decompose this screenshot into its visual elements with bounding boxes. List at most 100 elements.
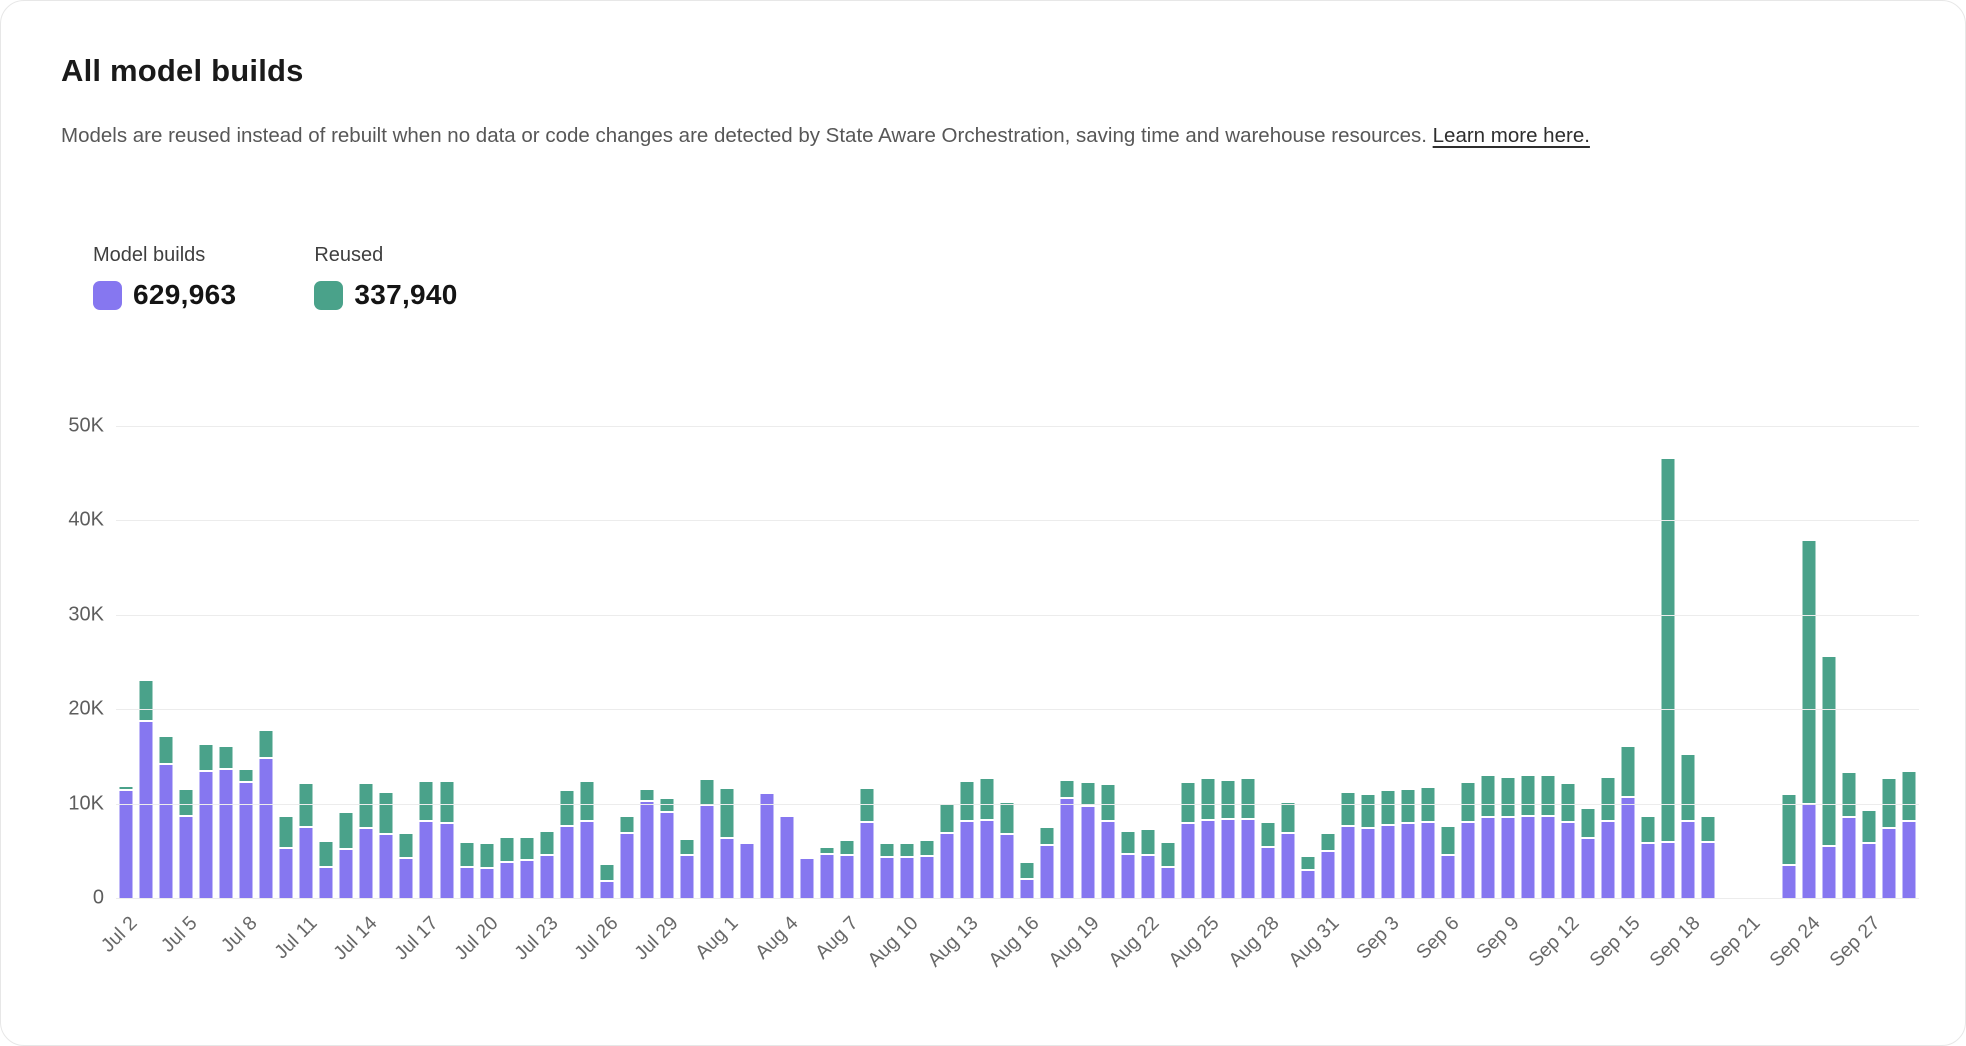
bar-segment-reused[interactable] (1401, 790, 1415, 823)
bar-segment-model-builds[interactable] (1261, 847, 1275, 898)
bar-segment-model-builds[interactable] (239, 782, 253, 898)
bar-segment-model-builds[interactable] (860, 823, 874, 898)
bar-segment-reused[interactable] (1060, 780, 1074, 797)
bar-segment-model-builds[interactable] (880, 858, 894, 898)
bar-segment-model-builds[interactable] (1241, 819, 1255, 898)
bar-segment-reused[interactable] (359, 783, 373, 828)
bar-segment-reused[interactable] (1181, 782, 1195, 823)
bar-segment-reused[interactable] (419, 781, 433, 821)
bar-segment-model-builds[interactable] (1201, 820, 1215, 898)
bar-segment-reused[interactable] (1281, 802, 1295, 832)
bar-segment-reused[interactable] (620, 816, 634, 832)
bar-segment-model-builds[interactable] (640, 801, 654, 898)
bar-segment-model-builds[interactable] (1401, 824, 1415, 898)
bar-segment-model-builds[interactable] (279, 848, 293, 898)
bar-segment-reused[interactable] (1341, 793, 1355, 826)
bar-segment-model-builds[interactable] (1521, 816, 1535, 898)
bar-segment-reused[interactable] (440, 781, 454, 823)
bar-segment-model-builds[interactable] (540, 855, 554, 898)
bar-segment-model-builds[interactable] (1782, 865, 1796, 898)
bar-segment-reused[interactable] (1040, 828, 1054, 845)
bar-segment-model-builds[interactable] (299, 828, 313, 898)
bar-segment-reused[interactable] (159, 737, 173, 763)
bar-segment-model-builds[interactable] (1461, 823, 1475, 898)
bar-segment-model-builds[interactable] (620, 833, 634, 898)
bar-segment-reused[interactable] (1241, 778, 1255, 818)
bar-segment-reused[interactable] (1601, 778, 1615, 821)
bar-segment-reused[interactable] (1221, 780, 1235, 818)
bar-segment-model-builds[interactable] (1862, 844, 1876, 898)
bar-segment-reused[interactable] (119, 787, 133, 790)
bar-segment-reused[interactable] (1441, 827, 1455, 854)
bar-segment-reused[interactable] (199, 744, 213, 770)
bar-segment-model-builds[interactable] (1481, 817, 1495, 898)
bar-segment-model-builds[interactable] (1581, 838, 1595, 898)
bar-segment-reused[interactable] (179, 790, 193, 815)
bar-segment-reused[interactable] (840, 841, 854, 855)
bar-segment-reused[interactable] (1862, 811, 1876, 843)
bar-segment-model-builds[interactable] (1601, 822, 1615, 898)
bar-segment-model-builds[interactable] (720, 838, 734, 898)
bar-segment-reused[interactable] (1020, 862, 1034, 879)
bar-segment-model-builds[interactable] (1181, 824, 1195, 898)
bar-segment-model-builds[interactable] (1141, 855, 1155, 898)
bar-segment-model-builds[interactable] (1421, 823, 1435, 898)
bar-segment-model-builds[interactable] (480, 868, 494, 898)
bar-segment-reused[interactable] (1000, 802, 1014, 833)
bar-segment-model-builds[interactable] (1301, 870, 1315, 898)
bar-segment-reused[interactable] (219, 746, 233, 768)
bar-segment-reused[interactable] (1681, 755, 1695, 820)
bar-segment-reused[interactable] (339, 812, 353, 848)
bar-segment-reused[interactable] (1361, 795, 1375, 828)
bar-segment-model-builds[interactable] (199, 771, 213, 898)
bar-segment-model-builds[interactable] (920, 857, 934, 898)
bar-segment-model-builds[interactable] (1541, 816, 1555, 898)
bar-segment-reused[interactable] (860, 789, 874, 822)
bar-segment-reused[interactable] (500, 838, 514, 862)
bar-segment-model-builds[interactable] (1020, 880, 1034, 898)
bar-segment-model-builds[interactable] (379, 834, 393, 898)
bar-segment-model-builds[interactable] (1441, 855, 1455, 898)
bar-segment-model-builds[interactable] (1321, 851, 1335, 898)
bar-segment-reused[interactable] (960, 781, 974, 820)
bar-segment-reused[interactable] (1201, 778, 1215, 819)
bar-segment-model-builds[interactable] (460, 867, 474, 898)
bar-segment-model-builds[interactable] (1221, 819, 1235, 898)
bar-segment-reused[interactable] (1561, 783, 1575, 822)
bar-segment-model-builds[interactable] (780, 816, 794, 898)
bar-segment-reused[interactable] (1842, 773, 1856, 816)
bar-segment-model-builds[interactable] (1361, 829, 1375, 898)
bar-segment-reused[interactable] (1161, 843, 1175, 866)
bar-segment-model-builds[interactable] (680, 855, 694, 898)
bar-segment-reused[interactable] (399, 833, 413, 858)
bar-segment-reused[interactable] (1481, 776, 1495, 816)
bar-segment-model-builds[interactable] (1081, 807, 1095, 898)
bar-segment-model-builds[interactable] (1661, 843, 1675, 898)
bar-segment-reused[interactable] (1701, 816, 1715, 842)
bar-segment-model-builds[interactable] (1621, 797, 1635, 898)
bar-segment-model-builds[interactable] (119, 791, 133, 898)
bar-segment-model-builds[interactable] (1040, 846, 1054, 898)
bar-segment-model-builds[interactable] (820, 854, 834, 898)
bar-segment-model-builds[interactable] (700, 806, 714, 898)
bar-segment-reused[interactable] (540, 831, 554, 854)
bar-segment-model-builds[interactable] (419, 822, 433, 898)
bar-segment-reused[interactable] (1822, 657, 1836, 846)
bar-segment-reused[interactable] (1461, 782, 1475, 822)
bar-segment-model-builds[interactable] (1902, 822, 1916, 898)
bar-segment-model-builds[interactable] (1101, 822, 1115, 898)
bar-segment-model-builds[interactable] (520, 861, 534, 898)
learn-more-link[interactable]: Learn more here. (1432, 124, 1590, 147)
bar-segment-model-builds[interactable] (980, 820, 994, 898)
bar-segment-reused[interactable] (1782, 795, 1796, 864)
bar-segment-reused[interactable] (1641, 816, 1655, 843)
bar-segment-reused[interactable] (520, 838, 534, 860)
bar-segment-reused[interactable] (660, 798, 674, 812)
bar-segment-reused[interactable] (1261, 823, 1275, 846)
bar-segment-reused[interactable] (1381, 791, 1395, 825)
bar-segment-model-builds[interactable] (159, 764, 173, 898)
bar-segment-reused[interactable] (1121, 831, 1135, 853)
bar-segment-reused[interactable] (1501, 778, 1515, 816)
bar-segment-model-builds[interactable] (1842, 817, 1856, 898)
bar-segment-reused[interactable] (680, 840, 694, 854)
